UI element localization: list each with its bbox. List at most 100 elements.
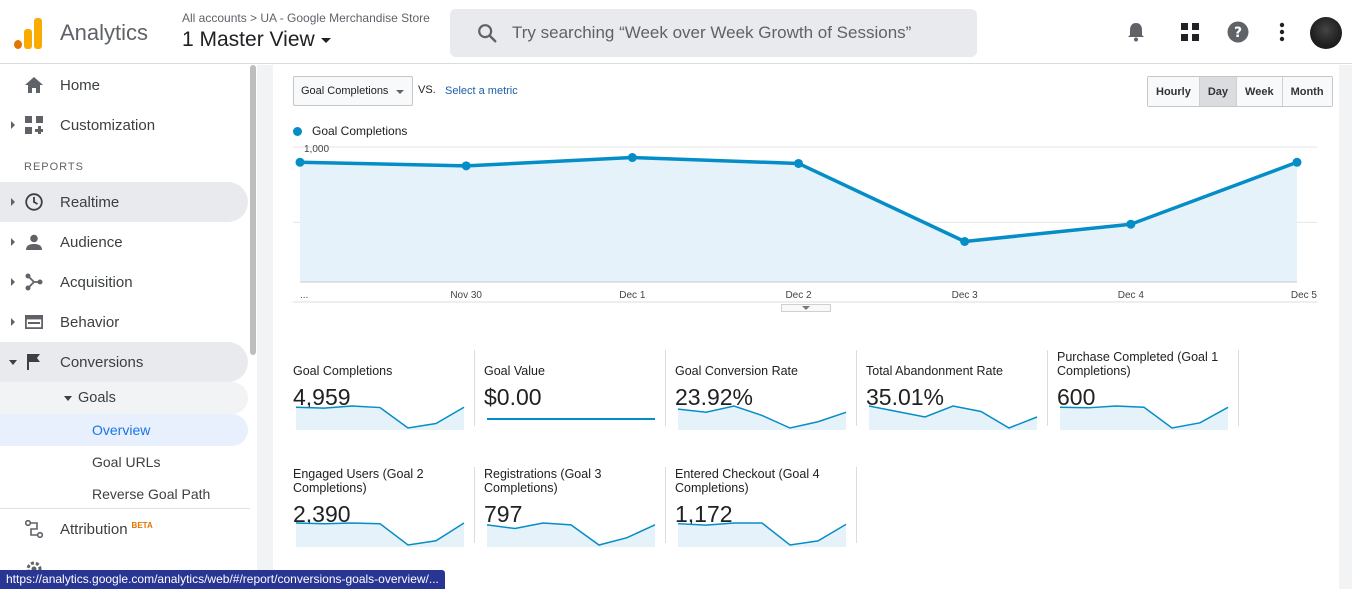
sidebar-item-home[interactable]: Home (0, 65, 248, 105)
sparkline (295, 522, 465, 547)
sparkline-area (296, 523, 464, 547)
metric-tile[interactable]: Entered Checkout (Goal 4 Completions) 1,1… (675, 467, 866, 557)
person-icon (24, 232, 44, 252)
chart-legend: Goal Completions (293, 124, 407, 138)
metric-tile[interactable]: Goal Completions 4,959 (293, 350, 484, 440)
view-selector[interactable]: 1 Master View (182, 28, 331, 52)
metric-tile[interactable]: Goal Value $0.00 (484, 350, 675, 440)
caret-right-icon (11, 238, 15, 246)
metric-tile-label: Registrations (Goal 3 Completions) (484, 467, 602, 495)
goals-overview-panel: Goal Completions VS. Select a metric Hou… (273, 65, 1339, 589)
avatar[interactable] (1310, 17, 1342, 49)
x-tick-label: Dec 2 (785, 290, 812, 301)
sidebar-item-label: Conversions (60, 353, 144, 371)
app-title[interactable]: Analytics (60, 20, 149, 45)
search-box[interactable] (450, 9, 977, 57)
data-point[interactable] (960, 236, 970, 246)
sparkline-line (295, 522, 465, 546)
more-vert-icon[interactable] (1270, 20, 1294, 44)
analytics-logo-icon[interactable] (14, 17, 42, 49)
granularity-week-button[interactable]: Week (1236, 77, 1282, 106)
help-icon[interactable]: ? (1226, 20, 1250, 44)
sidebar-item-goals[interactable]: Goals (0, 382, 248, 414)
divider (0, 508, 250, 509)
caret-right-icon (11, 121, 15, 129)
metric-dropdown[interactable]: Goal Completions (293, 76, 413, 106)
granularity-toggle: Hourly Day Week Month (1147, 76, 1333, 107)
sidebar-item-behavior[interactable]: Behavior (0, 302, 248, 342)
account-breadcrumb[interactable]: All accounts > UA - Google Merchandise S… (182, 11, 430, 25)
sidebar-item-reverse-goal-path[interactable]: Reverse Goal Path (0, 478, 248, 510)
caret-right-icon (11, 198, 15, 206)
sidebar-item-conversions[interactable]: Conversions (0, 342, 248, 382)
metric-tile-value: 4,959 (293, 384, 351, 410)
sparkline-line (295, 405, 465, 429)
sidebar-item-audience[interactable]: Audience (0, 222, 248, 262)
chart-expander-handle[interactable] (781, 304, 831, 312)
sidebar-item-label: Goals (78, 390, 116, 406)
sparkline-area (487, 523, 655, 547)
clock-icon (24, 192, 44, 212)
select-metric-link[interactable]: Select a metric (445, 85, 518, 97)
chevron-down-icon (396, 90, 404, 94)
sidebar-item-customization[interactable]: Customization (0, 105, 248, 145)
sidebar-item-label: Customization (60, 116, 156, 134)
sidebar-item-overview[interactable]: Overview (0, 414, 248, 446)
bell-icon[interactable] (1124, 20, 1148, 44)
granularity-day-button[interactable]: Day (1198, 77, 1237, 106)
data-point[interactable] (794, 158, 803, 168)
metric-tile-value: $0.00 (484, 384, 542, 410)
sidebar-item-label: Home (60, 76, 101, 94)
x-tick-label: Dec 4 (1118, 290, 1145, 301)
metric-tile-value: 35.01% (866, 384, 945, 410)
data-point[interactable] (461, 161, 471, 171)
caret-down-icon (64, 395, 72, 401)
metric-tile[interactable]: Purchase Completed (Goal 1 Completions) 6… (1057, 350, 1248, 440)
granularity-hourly-button[interactable]: Hourly (1148, 77, 1199, 106)
sparkline (295, 405, 465, 430)
sidebar-item-label: Realtime (60, 193, 120, 211)
sparkline-line (677, 522, 847, 546)
metric-tile-label: Goal Value (484, 364, 545, 378)
sparkline (1059, 405, 1229, 430)
metric-tile[interactable]: Goal Conversion Rate 23.92% (675, 350, 866, 440)
sparkline-area (1060, 406, 1228, 430)
reports-section-header: REPORTS (24, 161, 84, 173)
data-point[interactable] (1126, 219, 1136, 229)
sparkline-line (677, 405, 847, 429)
sparkline-line (868, 405, 1038, 429)
data-point[interactable] (1292, 157, 1302, 167)
status-url-bar: https://analytics.google.com/analytics/w… (0, 570, 445, 589)
metric-tile-label: Entered Checkout (Goal 4 Completions) (675, 467, 820, 495)
y-tick-label: 1,000 (304, 145, 329, 155)
metric-tile-value: 600 (1057, 384, 1096, 410)
sidebar-item-realtime[interactable]: Realtime (0, 182, 248, 222)
legend-dot (293, 126, 302, 136)
sidebar-item-acquisition[interactable]: Acquisition (0, 262, 248, 302)
sparkline-area (869, 406, 1037, 430)
search-input[interactable] (512, 17, 952, 49)
data-point[interactable] (627, 153, 637, 163)
dashboard-icon (24, 115, 44, 135)
granularity-month-button[interactable]: Month (1281, 77, 1332, 106)
metric-tile[interactable]: Total Abandonment Rate 35.01% (866, 350, 1057, 440)
apps-grid-icon[interactable] (1178, 20, 1202, 44)
x-tick-label: Dec 5 (1291, 290, 1318, 301)
metric-tile[interactable]: Registrations (Goal 3 Completions) 797 (484, 467, 675, 557)
sidebar-scrollbar[interactable] (250, 65, 256, 355)
metric-tile[interactable]: Engaged Users (Goal 2 Completions) 2,390 (293, 467, 484, 557)
search-icon (476, 22, 498, 49)
sparkline-line (1059, 405, 1229, 429)
sparkline (677, 522, 847, 547)
data-point[interactable] (295, 157, 305, 167)
sidebar-item-attribution[interactable]: Attribution BETA (0, 509, 248, 549)
metric-tile-label: Purchase Completed (Goal 1 Completions) (1057, 350, 1219, 378)
svg-text:?: ? (1234, 25, 1242, 41)
sidebar-item-goal-urls[interactable]: Goal URLs (0, 446, 248, 478)
metric-tile-value: 23.92% (675, 384, 754, 410)
metric-tile-value: 797 (484, 501, 523, 527)
sparkline-area (678, 406, 846, 430)
sidebar-item-label: Overview (92, 422, 151, 438)
sparkline-line (486, 522, 656, 546)
